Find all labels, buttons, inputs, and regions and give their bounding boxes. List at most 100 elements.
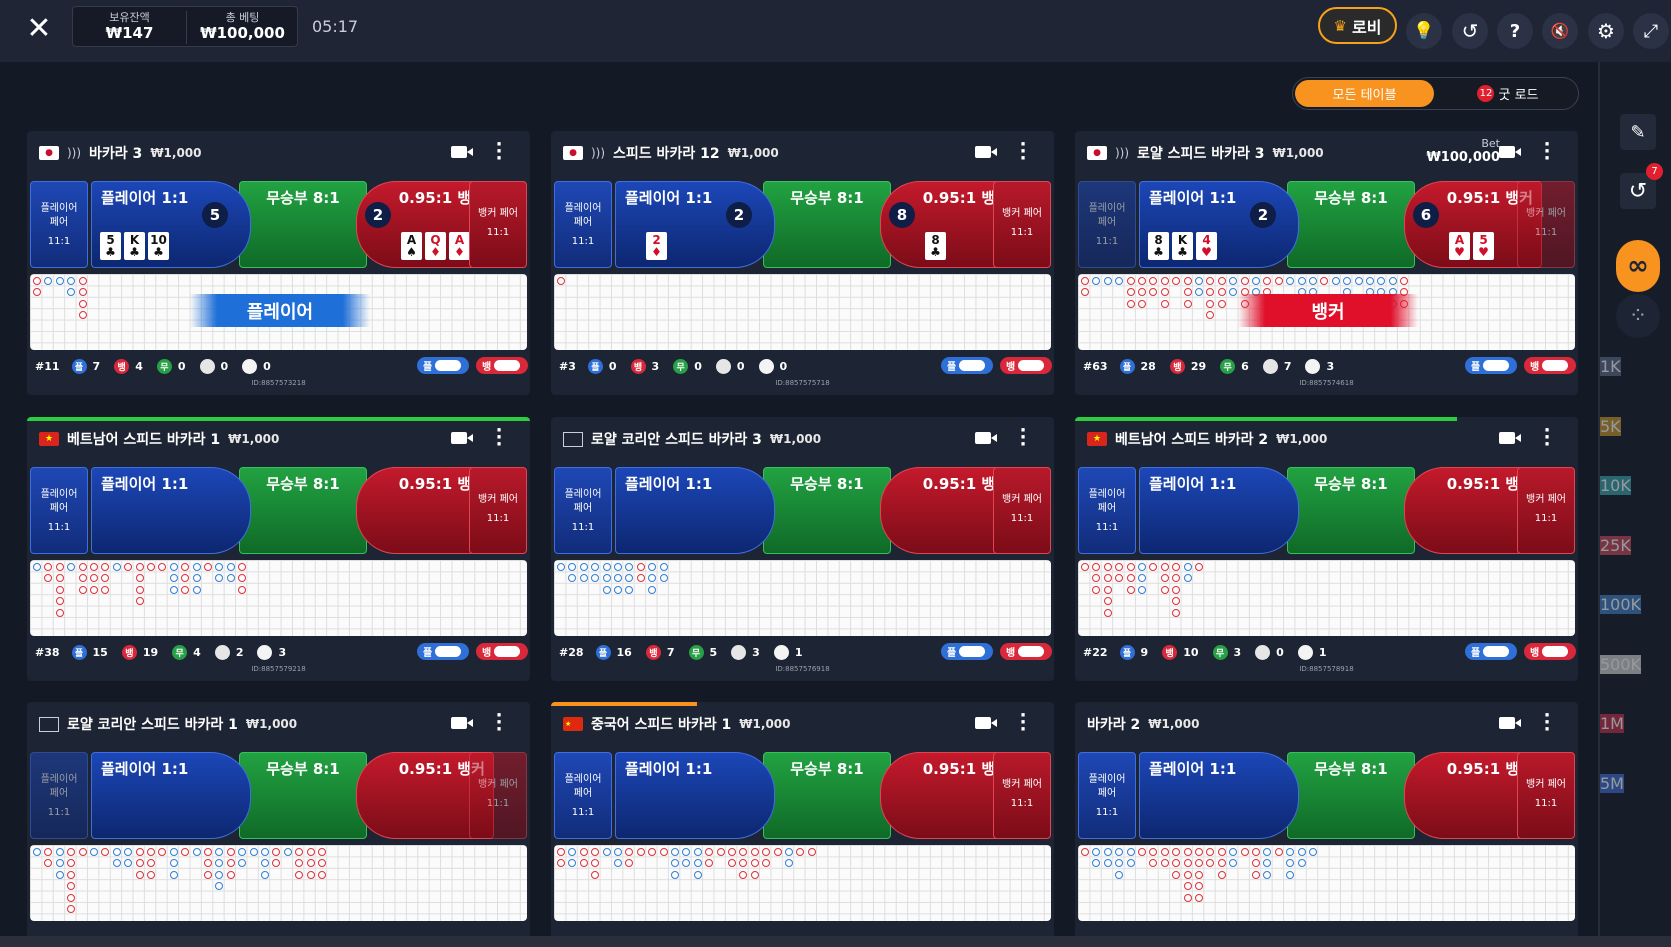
- player-pair-bet[interactable]: 플레이어 페어 11:1: [554, 467, 612, 554]
- table-card[interactable]: 로얄 코리안 스피드 바카라 1 ₩1,000 · · · 플레이어 페어 11:1 플레이어…: [27, 702, 530, 936]
- player-pair-bet[interactable]: 플레이어 페어 11:1: [1078, 181, 1136, 268]
- menu-button[interactable]: · · ·: [495, 420, 503, 455]
- menu-button[interactable]: · · ·: [1019, 705, 1027, 740]
- menu-button[interactable]: · · ·: [495, 134, 503, 169]
- tie-bet[interactable]: 무승부 8:1: [763, 467, 891, 554]
- road-dot: [1149, 848, 1158, 856]
- banker-pair-bet[interactable]: 뱅커 페어 11:1: [993, 752, 1051, 839]
- history-button[interactable]: ↺: [1452, 13, 1488, 49]
- camera-button[interactable]: [451, 717, 467, 729]
- table-card[interactable]: ●))) 스피드 바카라 12 ₩1,000 · · · 플레이어 페어 11:1 플레이어 1…: [551, 131, 1054, 395]
- player-bet[interactable]: 플레이어 1:1: [615, 752, 775, 839]
- player-pair-bet[interactable]: 플레이어 페어 11:1: [1078, 467, 1136, 554]
- banker-pair-bet[interactable]: 뱅커 페어 11:1: [993, 181, 1051, 268]
- tie-bet[interactable]: 무승부 8:1: [239, 752, 367, 839]
- player-road-toggle[interactable]: 플: [1465, 357, 1517, 374]
- fullscreen-button[interactable]: ⤢: [1633, 13, 1669, 49]
- player-bet[interactable]: 플레이어 1:1: [1139, 752, 1299, 839]
- banker-pair-bet[interactable]: 뱅커 페어 11:1: [1517, 181, 1575, 268]
- close-button[interactable]: ✕: [26, 11, 52, 46]
- camera-button[interactable]: [1499, 146, 1515, 158]
- tie-bet[interactable]: 무승부 8:1: [1287, 752, 1415, 839]
- settings-button[interactable]: ⚙: [1588, 13, 1624, 49]
- player-pair-bet[interactable]: 플레이어 페어 11:1: [554, 181, 612, 268]
- tie-bet[interactable]: 무승부 8:1: [239, 181, 367, 268]
- table-card[interactable]: ★ 중국어 스피드 바카라 1 ₩1,000 · · · 플레이어 페어 11:1 플레이어 1…: [551, 702, 1054, 936]
- player-pair-bet[interactable]: 플레이어 페어 11:1: [554, 752, 612, 839]
- banker-pair-bet[interactable]: 뱅커 페어 11:1: [1517, 752, 1575, 839]
- player-road-toggle[interactable]: 플: [1465, 643, 1517, 660]
- banker-pair-bet[interactable]: 뱅커 페어 11:1: [469, 181, 527, 268]
- player-bet[interactable]: 플레이어 1:1 2 2 ♦: [615, 181, 775, 268]
- camera-button[interactable]: [975, 432, 991, 444]
- banker-pair-bet[interactable]: 뱅커 페어 11:1: [1517, 467, 1575, 554]
- player-road-toggle[interactable]: 플: [417, 643, 469, 660]
- chip[interactable]: 1M: [1600, 714, 1624, 733]
- player-bet[interactable]: 플레이어 1:1 5 5 ♣ K ♣ 10 ♣: [91, 181, 251, 268]
- player-pair-bet[interactable]: 플레이어 페어 11:1: [30, 752, 88, 839]
- banker-score: 2: [365, 202, 391, 228]
- edit-button[interactable]: ✎: [1620, 114, 1656, 150]
- card-suit: ♥: [1454, 245, 1465, 259]
- banker-pair-bet[interactable]: 뱅커 페어 11:1: [469, 467, 527, 554]
- player-bet[interactable]: 플레이어 1:1: [1139, 467, 1299, 554]
- tie-bet[interactable]: 무승부 8:1: [1287, 467, 1415, 554]
- player-pair-bet[interactable]: 플레이어 페어 11:1: [30, 467, 88, 554]
- good-road-tab[interactable]: 12 굿 로드: [1443, 80, 1573, 107]
- menu-button[interactable]: · · ·: [1019, 134, 1027, 169]
- chip[interactable]: 25K: [1600, 535, 1631, 555]
- banker-road-toggle[interactable]: 뱅: [1524, 357, 1576, 374]
- banker-road-toggle[interactable]: 뱅: [1524, 643, 1576, 660]
- table-card[interactable]: ★ 베트남어 스피드 바카라 2 ₩1,000 · · · 플레이어 페어 11:1 플레이어 …: [1075, 417, 1578, 681]
- banker-road-toggle[interactable]: 뱅: [1000, 643, 1052, 660]
- menu-button[interactable]: · · ·: [1543, 705, 1551, 740]
- chip[interactable]: 5K: [1600, 416, 1621, 436]
- table-card[interactable]: ●))) 바카라 3 ₩1,000 · · · 플레이어 페어 11:1 플레이어 1:1 5 5 ♣…: [27, 131, 530, 395]
- player-bet[interactable]: 플레이어 1:1: [615, 467, 775, 554]
- camera-button[interactable]: [975, 717, 991, 729]
- lobby-button[interactable]: ♛ 로비: [1318, 7, 1397, 44]
- banker-pair-bet[interactable]: 뱅커 페어 11:1: [993, 467, 1051, 554]
- tie-bet[interactable]: 무승부 8:1: [239, 467, 367, 554]
- mute-button[interactable]: 🔇: [1542, 13, 1578, 49]
- banker-road-toggle[interactable]: 뱅: [1000, 357, 1052, 374]
- camera-button[interactable]: [451, 432, 467, 444]
- big-road-view[interactable]: ∞: [1616, 240, 1660, 292]
- player-pair-bet[interactable]: 플레이어 페어 11:1: [30, 181, 88, 268]
- banker-road-toggle[interactable]: 뱅: [476, 643, 528, 660]
- chip[interactable]: 10K: [1600, 476, 1631, 495]
- table-card[interactable]: ●))) 로얄 스피드 바카라 3 ₩1,000 Bet ₩100,000 · · · 플레이어…: [1075, 131, 1578, 395]
- player-road-toggle[interactable]: 플: [941, 357, 993, 374]
- camera-button[interactable]: [1499, 717, 1515, 729]
- hint-button[interactable]: 💡: [1406, 13, 1442, 49]
- tie-bet[interactable]: 무승부 8:1: [763, 752, 891, 839]
- chip[interactable]: 5M: [1600, 773, 1624, 793]
- menu-button[interactable]: · · ·: [1019, 420, 1027, 455]
- tie-bet[interactable]: 무승부 8:1: [763, 181, 891, 268]
- chip[interactable]: 100K: [1600, 595, 1642, 614]
- menu-button[interactable]: · · ·: [1543, 134, 1551, 169]
- tie-bet[interactable]: 무승부 8:1: [1287, 181, 1415, 268]
- banker-pair-bet[interactable]: 뱅커 페어 11:1: [469, 752, 527, 839]
- all-tables-tab[interactable]: 모든 테이블: [1295, 80, 1434, 107]
- banker-road-toggle[interactable]: 뱅: [476, 357, 528, 374]
- help-button[interactable]: ?: [1497, 13, 1533, 49]
- toggle-road: [1542, 360, 1569, 371]
- player-bet[interactable]: 플레이어 1:1 2 8 ♣ K ♣ 4 ♥: [1139, 181, 1299, 268]
- camera-button[interactable]: [975, 146, 991, 158]
- menu-button[interactable]: · · ·: [495, 705, 503, 740]
- menu-button[interactable]: · · ·: [1543, 420, 1551, 455]
- table-card[interactable]: 바카라 2 ₩1,000 · · · 플레이어 페어 11:1 플레이어 1:1 무승부 8:1…: [1075, 702, 1578, 936]
- chip[interactable]: 1K: [1600, 357, 1621, 376]
- camera-button[interactable]: [451, 146, 467, 158]
- chip[interactable]: 500K: [1600, 654, 1642, 674]
- player-bet[interactable]: 플레이어 1:1: [91, 467, 251, 554]
- player-road-toggle[interactable]: 플: [417, 357, 469, 374]
- player-bet[interactable]: 플레이어 1:1: [91, 752, 251, 839]
- bead-road-view[interactable]: ⁘: [1616, 294, 1660, 338]
- player-pair-bet[interactable]: 플레이어 페어 11:1: [1078, 752, 1136, 839]
- table-card[interactable]: ★ 베트남어 스피드 바카라 1 ₩1,000 · · · 플레이어 페어 11:1 플레이어 …: [27, 417, 530, 681]
- camera-button[interactable]: [1499, 432, 1515, 444]
- player-road-toggle[interactable]: 플: [941, 643, 993, 660]
- table-card[interactable]: 로얄 코리안 스피드 바카라 3 ₩1,000 · · · 플레이어 페어 11:1 플레이어…: [551, 417, 1054, 681]
